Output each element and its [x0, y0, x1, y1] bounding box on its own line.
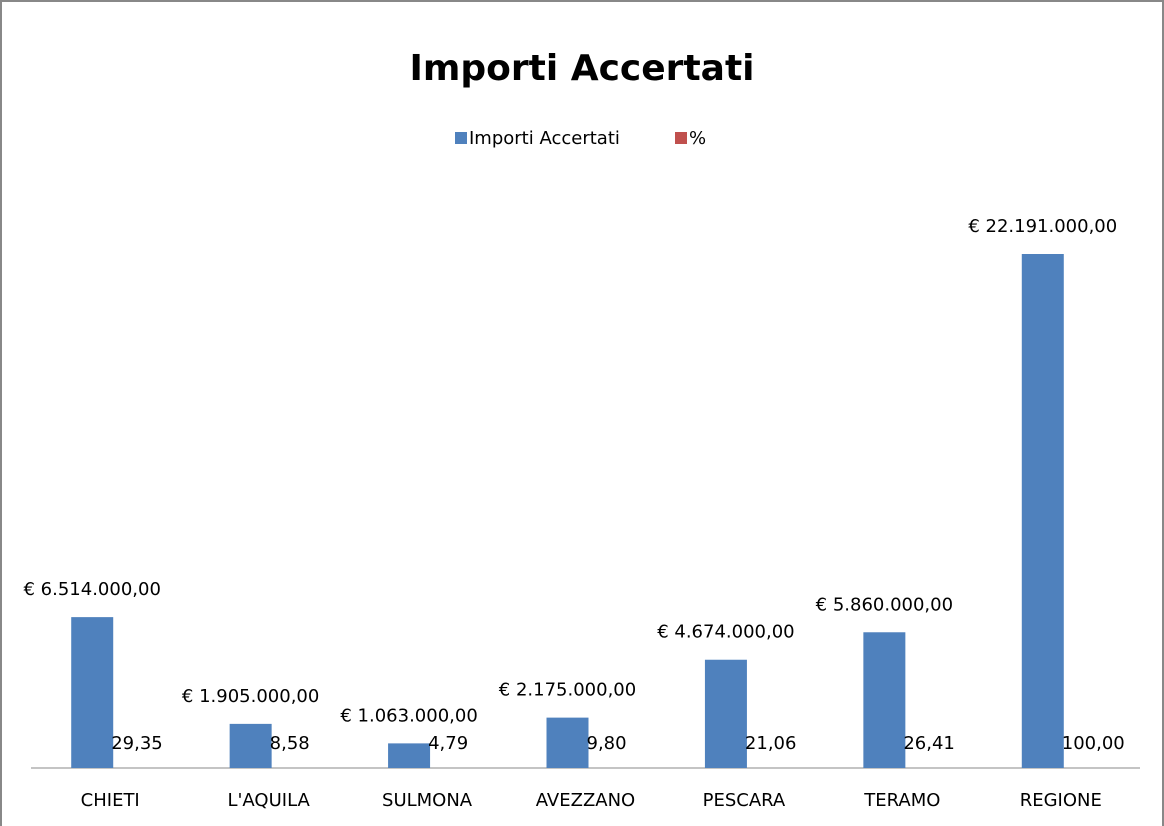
- data-label: 9,80: [587, 733, 627, 754]
- x-tick-label: TERAMO: [863, 790, 940, 811]
- legend-label: Importi Accertati: [469, 128, 620, 149]
- data-label: 21,06: [745, 733, 797, 754]
- data-label: € 1.905.000,00: [182, 686, 319, 707]
- x-tick-label: PESCARA: [703, 790, 786, 811]
- x-tick-label: CHIETI: [81, 790, 140, 811]
- bar: [1021, 254, 1064, 768]
- bar: [863, 632, 906, 768]
- data-label: € 2.175.000,00: [499, 680, 636, 701]
- bar: [388, 743, 431, 768]
- x-tick-label: SULMONA: [382, 790, 473, 811]
- bar: [229, 723, 272, 768]
- data-label: € 4.674.000,00: [657, 622, 794, 643]
- data-label: 29,35: [111, 733, 163, 754]
- data-label: 26,41: [903, 733, 955, 754]
- x-tick-label: AVEZZANO: [536, 790, 635, 811]
- data-label: € 1.063.000,00: [340, 705, 477, 726]
- data-label: 4,79: [428, 733, 468, 754]
- legend-swatch: [675, 132, 687, 144]
- bar: [546, 717, 589, 768]
- data-label: 8,58: [270, 733, 310, 754]
- data-label: 100,00: [1062, 733, 1125, 754]
- data-label: € 22.191.000,00: [968, 216, 1117, 237]
- bar: [71, 617, 114, 768]
- chart-title: Importi Accertati: [409, 48, 754, 89]
- data-label: € 6.514.000,00: [24, 579, 161, 600]
- legend-label: %: [689, 128, 706, 149]
- bar: [704, 659, 747, 768]
- x-tick-label: L'AQUILA: [227, 790, 310, 811]
- x-tick-label: REGIONE: [1020, 790, 1102, 811]
- legend-swatch: [455, 132, 467, 144]
- data-label: € 5.860.000,00: [816, 594, 953, 615]
